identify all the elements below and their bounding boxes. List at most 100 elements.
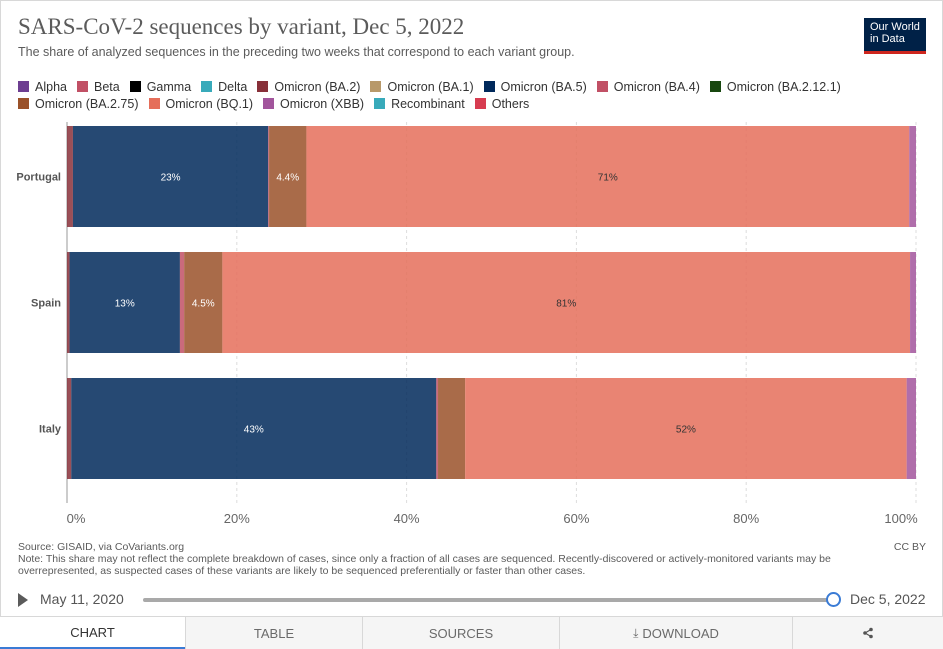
legend-item[interactable]: Omicron (BA.2.12.1) (709, 78, 841, 95)
bar-segment[interactable] (306, 126, 910, 227)
bar-segment[interactable] (67, 126, 73, 227)
legend-swatch (257, 81, 269, 92)
legend-item[interactable]: Alpha (18, 78, 67, 95)
legend-swatch (201, 81, 213, 92)
category-label: Italy (39, 424, 62, 436)
legend-item[interactable]: Omicron (BA.1) (370, 78, 474, 95)
bar-segment[interactable] (436, 378, 439, 479)
owid-logo[interactable]: Our World in Data (864, 18, 926, 54)
legend-label: Delta (218, 79, 248, 94)
timeline-start-label[interactable]: May 11, 2020 (40, 591, 124, 607)
note-text: Note: This share may not reflect the com… (18, 553, 831, 577)
timeline-end-label[interactable]: Dec 5, 2022 (850, 591, 926, 607)
tab-download[interactable]: ⤓ DOWNLOAD (559, 617, 792, 649)
source-text: Source: GISAID, via CoVariants.org (18, 541, 185, 553)
tab-download-label: DOWNLOAD (642, 625, 719, 641)
bar-segment[interactable] (906, 378, 916, 479)
legend-item[interactable]: Delta (201, 78, 247, 95)
legend-swatch (596, 81, 608, 92)
bar-segment[interactable] (179, 252, 185, 353)
bar-segment[interactable] (67, 378, 72, 479)
legend-label: Omicron (XBB) (280, 96, 365, 111)
bar-segment[interactable] (69, 252, 180, 353)
legend-item[interactable]: Omicron (XBB) (263, 95, 364, 112)
legend-label: Omicron (BQ.1) (165, 96, 254, 111)
data-label: 71% (598, 173, 618, 184)
legend-swatch (76, 81, 88, 92)
category-label: Portugal (16, 172, 61, 184)
legend-item[interactable]: Others (474, 95, 530, 112)
legend-item[interactable]: Omicron (BA.2.75) (18, 95, 139, 112)
legend-item[interactable]: Omicron (BQ.1) (148, 95, 254, 112)
play-icon[interactable] (18, 593, 28, 607)
data-label: 23% (161, 173, 181, 184)
bar-segment[interactable] (909, 126, 916, 227)
x-tick-label: 60% (563, 511, 589, 526)
legend-label: Omicron (BA.2) (274, 79, 361, 94)
legend-item[interactable]: Recombinant (374, 95, 465, 112)
legend-label: Omicron (BA.5) (500, 79, 587, 94)
tab-sources-label: SOURCES (428, 625, 494, 641)
legend-swatch (474, 98, 486, 109)
legend-label: Omicron (BA.1) (387, 79, 474, 94)
bar-segment[interactable] (67, 252, 70, 353)
logo-line-1: Our World (870, 21, 920, 33)
legend-swatch (709, 81, 721, 92)
bar-segment[interactable] (72, 126, 269, 227)
tab-sources[interactable]: SOURCES (362, 617, 559, 649)
bar-segment[interactable] (269, 126, 307, 227)
legend-item[interactable]: Omicron (BA.2) (257, 78, 360, 95)
category-label: Spain (31, 298, 61, 310)
legend-item[interactable]: Gamma (129, 78, 192, 95)
bar-segment[interactable] (465, 378, 907, 479)
chart-subtitle: The share of analyzed sequences in the p… (18, 45, 575, 59)
share-button[interactable] (792, 617, 943, 649)
legend: Alpha Beta Gamma Delta Omicron (BA.2) Omicron… (18, 78, 918, 112)
bar-segment[interactable] (438, 378, 466, 479)
legend-swatch (370, 81, 382, 92)
legend-item[interactable]: Omicron (BA.5) (483, 78, 587, 95)
legend-swatch (263, 98, 275, 109)
bar-segment[interactable] (268, 126, 270, 227)
legend-swatch (483, 81, 495, 92)
x-tick-label: 100% (884, 511, 918, 526)
data-label: 52% (676, 425, 696, 436)
legend-label: Beta (93, 79, 120, 94)
stacked-bar-chart: 0% 20% 40% 60% 80% 100% Portugal 23% 4.4% 71% Spai… (16, 122, 918, 526)
footer-note: Source: GISAID, via CoVariants.org Note:… (18, 541, 878, 577)
legend-swatch (18, 81, 29, 92)
data-label: 4.5% (192, 299, 215, 310)
x-tick-label: 20% (224, 511, 250, 526)
legend-item[interactable]: Beta (76, 78, 120, 95)
data-label: 4.4% (276, 173, 299, 184)
chart-title: SARS-CoV-2 sequences by variant, Dec 5, … (18, 14, 465, 39)
bar-segment[interactable] (184, 252, 223, 353)
timeline-handle[interactable] (826, 592, 841, 607)
timeline-track[interactable] (143, 598, 833, 602)
legend-label: Omicron (BA.4) (613, 79, 700, 94)
tab-chart[interactable]: CHART (0, 617, 185, 649)
legend-label: Omicron (BA.2.12.1) (726, 79, 841, 94)
tab-table[interactable]: TABLE (185, 617, 362, 649)
logo-line-2: in Data (870, 33, 905, 45)
bar-segment[interactable] (910, 252, 916, 353)
data-label: 13% (115, 299, 135, 310)
data-label: 43% (244, 425, 264, 436)
legend-label: Gamma (146, 79, 192, 94)
legend-swatch (129, 81, 141, 92)
legend-item[interactable]: Omicron (BA.4) (596, 78, 700, 95)
bar-segment[interactable] (71, 378, 437, 479)
bar-segment[interactable] (222, 252, 911, 353)
legend-swatch (148, 98, 160, 109)
share-icon (863, 627, 873, 639)
legend-label: Recombinant (391, 96, 465, 111)
legend-label: Others (491, 96, 530, 111)
download-icon: ⤓ (633, 625, 639, 640)
legend-label: Omicron (BA.2.75) (35, 96, 139, 111)
x-tick-label: 0% (67, 511, 86, 526)
tab-table-label: TABLE (253, 625, 295, 641)
x-tick-label: 80% (733, 511, 759, 526)
tab-bar: CHART TABLE SOURCES ⤓ DOWNLOAD (0, 616, 943, 649)
license-link[interactable]: CC BY (893, 541, 926, 553)
tab-chart-label: CHART (70, 624, 115, 640)
